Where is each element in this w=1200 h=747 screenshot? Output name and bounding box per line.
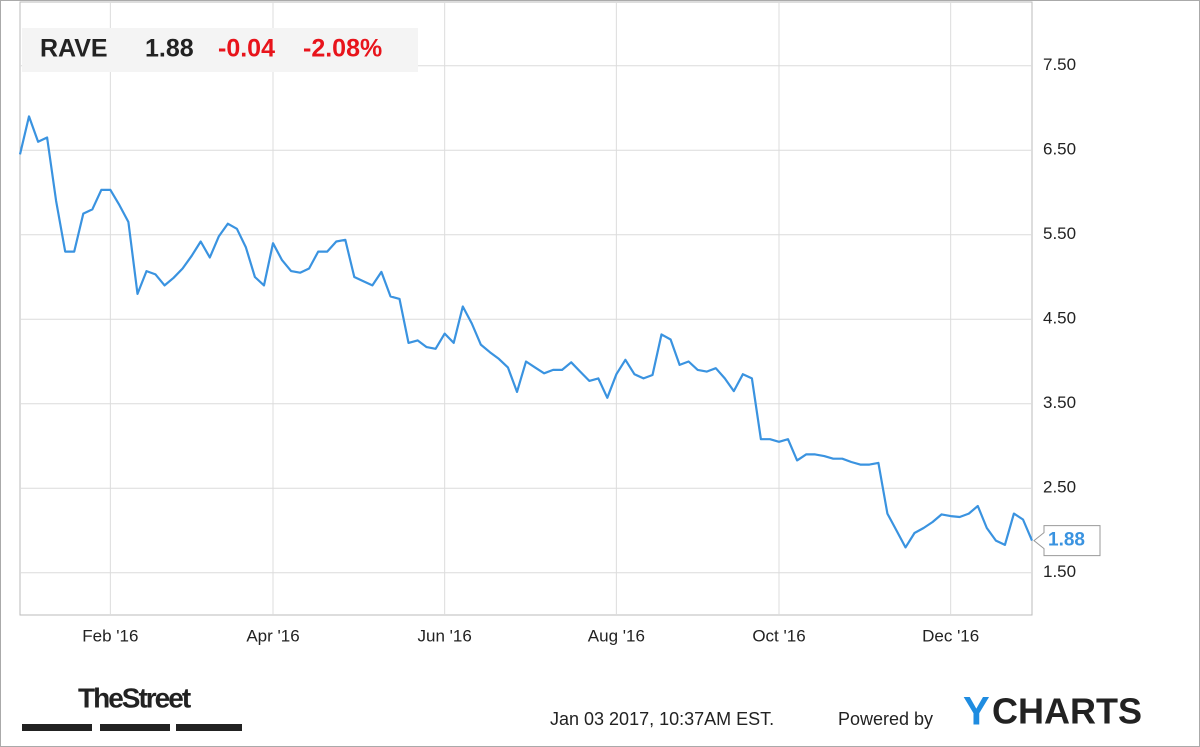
x-tick-label: Oct '16 xyxy=(752,626,805,645)
grid xyxy=(20,2,1032,615)
brand-rest: CHARTS xyxy=(992,691,1142,732)
timestamp: Jan 03 2017, 10:37AM EST. xyxy=(550,709,774,729)
x-tick-label: Aug '16 xyxy=(588,626,645,645)
y-tick-label: 6.50 xyxy=(1043,140,1076,159)
powered-by: Powered by xyxy=(838,709,933,729)
change-pct: -2.08% xyxy=(303,35,382,63)
logo-bar xyxy=(176,724,242,731)
logo-bar xyxy=(22,724,92,731)
ticker: RAVE xyxy=(40,35,108,63)
last-price-label: 1.88 xyxy=(1048,530,1085,551)
y-tick-label: 1.50 xyxy=(1043,562,1076,581)
logo-bar xyxy=(100,724,170,731)
brand-y: Y xyxy=(963,690,990,734)
y-tick-label: 2.50 xyxy=(1043,478,1076,497)
y-tick-label: 3.50 xyxy=(1043,393,1076,412)
publisher: TheStreet xyxy=(78,682,191,713)
x-tick-label: Apr '16 xyxy=(246,626,299,645)
plot-area xyxy=(19,1,1033,616)
y-tick-label: 7.50 xyxy=(1043,55,1076,74)
y-tick-label: 4.50 xyxy=(1043,309,1076,328)
change: -0.04 xyxy=(218,35,275,63)
y-tick-label: 5.50 xyxy=(1043,224,1076,243)
x-tick-label: Feb '16 xyxy=(82,626,138,645)
last-price-callout xyxy=(1033,525,1101,557)
header-box xyxy=(22,28,418,72)
x-tick-label: Jun '16 xyxy=(418,626,472,645)
price-line xyxy=(18,115,1034,549)
price: 1.88 xyxy=(145,35,194,63)
lines xyxy=(18,115,1034,549)
x-tick-label: Dec '16 xyxy=(922,626,979,645)
